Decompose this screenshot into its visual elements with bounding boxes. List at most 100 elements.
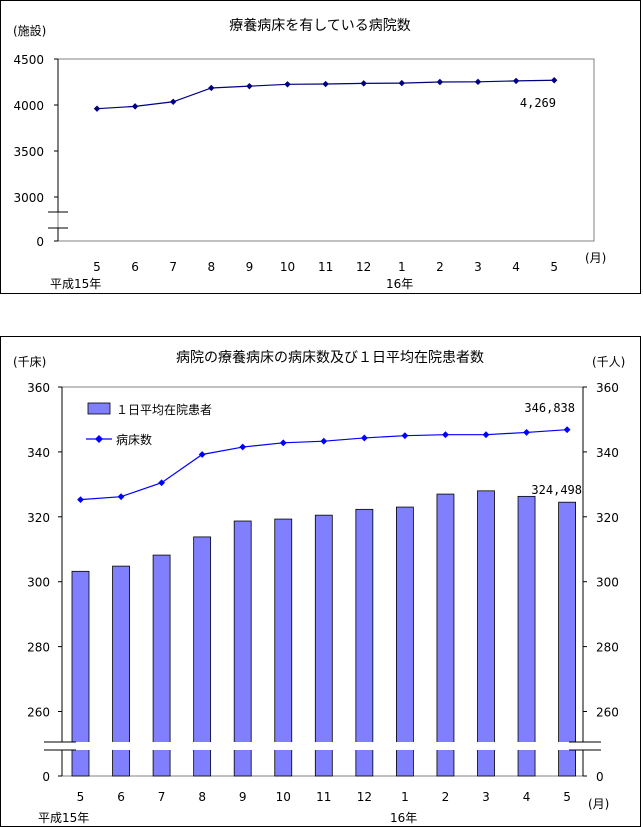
chart2-point [320, 437, 328, 445]
chart1-end-value-label: 4,269 [520, 96, 556, 110]
chart1-point [512, 77, 520, 85]
chart1-point [398, 79, 405, 87]
chart2-bar [517, 495, 536, 777]
chart2-bed-end-label: 346,838 [524, 401, 575, 415]
chart2-left-tick-label: 0 [42, 770, 50, 784]
chart1-point [170, 98, 177, 105]
chart2-left-tick-label: 280 [27, 641, 50, 655]
chart2-patient-end-label: 324,498 [531, 483, 582, 497]
chart2-x-tick-label: 8 [198, 790, 206, 804]
chart2-axis-break-band [40, 742, 605, 750]
legend-line-marker [95, 435, 103, 443]
chart1-x-tick-label: 1 [398, 260, 406, 274]
chart2-axis [44, 387, 601, 776]
chart1-year-label-16: 16年 [386, 277, 413, 291]
chart2-left-tick-label: 320 [27, 511, 50, 525]
chart2-bar [558, 501, 576, 777]
chart1-point [551, 77, 558, 84]
chart2-x-tick-label: 12 [357, 790, 372, 804]
chart1-point [93, 105, 101, 112]
chart2-y-axis-label-right: (千人) [592, 355, 625, 369]
chart2-bar [395, 506, 414, 777]
chart2-x-tick-label: 4 [523, 790, 531, 804]
chart1-point [208, 84, 215, 92]
chart2-bar [152, 554, 171, 777]
chart2-x-unit-label: (月) [588, 797, 609, 811]
chart1-x-tick-label: 8 [207, 260, 215, 274]
chart1-x-tick-label: 9 [246, 260, 254, 274]
chart2-right-tick-label: 300 [596, 576, 619, 590]
chart1-point [284, 81, 291, 88]
chart2-bar [355, 508, 374, 777]
chart2-year-label-h15: 平成15年 [38, 811, 89, 825]
chart2-year-label-16: 16年 [390, 811, 417, 825]
chart1-point [322, 80, 329, 88]
legend-bar-label: １日平均在院患者 [116, 403, 212, 417]
chart2-x-tick-label: 1 [401, 790, 409, 804]
chart2-right-tick-label: 340 [596, 446, 619, 460]
chart1-x-tick-label: 11 [318, 260, 333, 274]
chart2-right-tick-label: 360 [596, 381, 619, 395]
chart2-x-tick-label: 11 [316, 790, 331, 804]
chart1-point [474, 78, 482, 86]
chart1-x-tick-label: 10 [280, 260, 295, 274]
chart1-points [93, 77, 558, 112]
chart2-y-axis-label-left: (千床) [13, 355, 46, 369]
chart2-left-tick-label: 260 [27, 706, 50, 720]
chart2-x-tick-label: 7 [158, 790, 166, 804]
chart2-title: 病院の療養病床の病床数及び１日平均在院患者数 [176, 349, 484, 366]
chart2-point [442, 431, 449, 439]
chart1-x-tick-label: 5 [93, 260, 101, 274]
chart1-point [360, 80, 367, 87]
chart1-point [246, 82, 253, 90]
chart2-x-ticks: 5 6 7 8 9 10 11 12 1 2 3 4 5 [77, 790, 571, 804]
chart2-x-tick-label: 9 [239, 790, 247, 804]
chart1-y-tick-label: 3500 [13, 145, 44, 159]
chart2-x-tick-label: 10 [276, 790, 291, 804]
chart1-y-tick-label: 4500 [13, 53, 44, 67]
chart2-point [117, 493, 125, 501]
chart2-bar [274, 518, 293, 777]
chart2-left-tick-label: 360 [27, 381, 50, 395]
chart2-left-tick-label: 340 [27, 446, 50, 460]
chart2-point [401, 432, 409, 440]
chart2-point [198, 451, 206, 458]
chart1-x-ticks: 5 6 7 8 9 10 11 12 1 2 3 4 5 [93, 260, 558, 274]
chart1-x-tick-label: 2 [436, 260, 444, 274]
chart2-right-tick-label: 320 [596, 511, 619, 525]
chart2-point [239, 443, 247, 451]
chart2-bar [193, 536, 212, 777]
chart2-bar [477, 490, 495, 777]
chart2-bar [233, 520, 252, 777]
chart2-point [482, 431, 490, 439]
legend-bar-swatch [87, 402, 111, 415]
chart2-x-tick-label: 3 [482, 790, 490, 804]
chart2-point [360, 434, 368, 442]
chart1-x-tick-label: 4 [512, 260, 520, 274]
chart1-y-axis-label: (施設) [13, 23, 46, 38]
chart1-x-tick-label: 3 [474, 260, 482, 274]
chart2-x-tick-label: 5 [563, 790, 571, 804]
chart1-axis [48, 59, 68, 241]
chart2-bar [112, 565, 130, 777]
chart2-bar [71, 570, 90, 777]
chart2-point [523, 429, 530, 436]
chart1-x-tick-label: 12 [356, 260, 371, 274]
chart1-year-label-h15: 平成15年 [50, 277, 101, 291]
chart2-right-tick-label: 0 [596, 770, 604, 784]
chart1-frame [0, 0, 641, 294]
chart2-x-tick-label: 5 [77, 790, 85, 804]
chart1-y-tick-label: 0 [36, 235, 44, 249]
chart1-y-ticks: 0 3000 3500 4000 4500 [13, 53, 58, 249]
chart1-point [436, 78, 444, 86]
chart1-title: 療養病床を有している病院数 [229, 17, 411, 34]
chart2-left-tick-label: 300 [27, 576, 50, 590]
chart2-right-tick-label: 260 [596, 706, 619, 720]
chart1-x-tick-label: 5 [550, 260, 558, 274]
chart1-x-tick-label: 7 [169, 260, 177, 274]
chart2-bar [436, 493, 455, 777]
chart2-right-tick-label: 280 [596, 641, 619, 655]
chart1-y-tick-label: 4000 [13, 99, 44, 113]
chart2-point [563, 426, 571, 434]
